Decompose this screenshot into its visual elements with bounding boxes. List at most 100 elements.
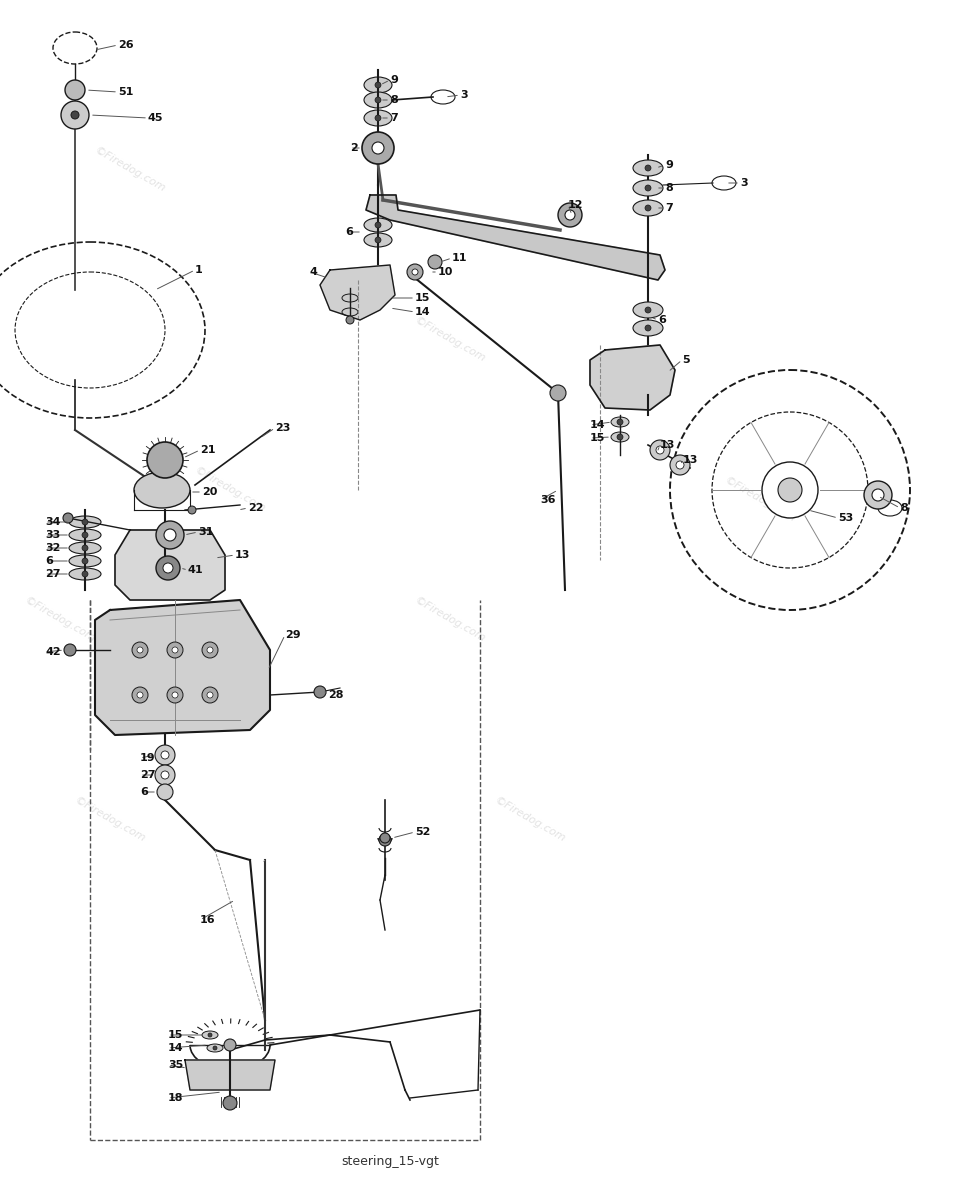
Text: ©Firedog.com: ©Firedog.com [73, 796, 147, 845]
Text: 8: 8 [390, 95, 397, 104]
Ellipse shape [342, 294, 358, 302]
Text: 11: 11 [452, 253, 468, 263]
Circle shape [375, 82, 381, 88]
Text: 34: 34 [45, 517, 60, 527]
Circle shape [157, 784, 173, 800]
Circle shape [156, 556, 180, 580]
Circle shape [155, 745, 175, 766]
Circle shape [645, 205, 651, 211]
Polygon shape [366, 194, 665, 280]
Circle shape [645, 164, 651, 170]
Text: 32: 32 [45, 542, 60, 553]
Circle shape [412, 269, 418, 275]
Circle shape [558, 203, 582, 227]
Ellipse shape [633, 160, 663, 176]
Text: 13: 13 [683, 455, 698, 464]
Text: 1: 1 [195, 265, 203, 275]
Circle shape [155, 766, 175, 785]
Circle shape [137, 692, 143, 698]
Circle shape [163, 563, 173, 572]
Text: 7: 7 [390, 113, 397, 122]
Ellipse shape [207, 1044, 223, 1052]
Circle shape [617, 419, 623, 425]
Circle shape [202, 642, 218, 658]
Circle shape [565, 210, 575, 220]
Ellipse shape [342, 308, 358, 316]
Text: 42: 42 [45, 647, 60, 658]
Text: ©Firedog.com: ©Firedog.com [413, 595, 488, 644]
Text: 27: 27 [140, 770, 156, 780]
Ellipse shape [633, 302, 663, 318]
Ellipse shape [611, 432, 629, 442]
Circle shape [207, 647, 213, 653]
Ellipse shape [202, 1031, 218, 1039]
Text: ©Firedog.com: ©Firedog.com [492, 796, 567, 845]
Ellipse shape [134, 472, 190, 508]
Text: 41: 41 [188, 565, 204, 575]
Text: ©Firedog.com: ©Firedog.com [23, 595, 97, 644]
Text: 14: 14 [415, 307, 431, 317]
Ellipse shape [611, 416, 629, 427]
Circle shape [379, 834, 391, 846]
Ellipse shape [69, 516, 101, 528]
Polygon shape [320, 265, 395, 320]
Circle shape [550, 385, 566, 401]
Circle shape [656, 446, 664, 454]
Ellipse shape [364, 110, 392, 126]
Circle shape [82, 558, 88, 564]
Circle shape [82, 571, 88, 577]
Text: 8: 8 [900, 503, 908, 514]
Circle shape [132, 686, 148, 703]
Polygon shape [185, 1060, 275, 1090]
Text: 15: 15 [590, 433, 606, 443]
Circle shape [872, 490, 884, 502]
Polygon shape [95, 600, 270, 734]
Text: 5: 5 [682, 355, 689, 365]
Circle shape [617, 434, 623, 440]
Circle shape [172, 647, 178, 653]
Text: 10: 10 [438, 266, 453, 277]
Ellipse shape [633, 180, 663, 196]
Circle shape [213, 1046, 217, 1050]
Circle shape [207, 692, 213, 698]
Circle shape [670, 455, 690, 475]
Text: 26: 26 [118, 40, 133, 50]
Ellipse shape [364, 77, 392, 92]
Circle shape [164, 529, 176, 541]
Text: 18: 18 [168, 1093, 183, 1103]
Circle shape [156, 521, 184, 550]
Text: 36: 36 [540, 494, 556, 505]
Circle shape [202, 686, 218, 703]
Text: 9: 9 [390, 74, 397, 85]
Text: 33: 33 [45, 530, 60, 540]
Text: ©Firedog.com: ©Firedog.com [93, 145, 167, 194]
Text: 3: 3 [740, 178, 748, 188]
Text: 4: 4 [310, 266, 318, 277]
Circle shape [645, 325, 651, 331]
Circle shape [375, 97, 381, 103]
Text: 31: 31 [198, 527, 213, 538]
Circle shape [63, 514, 73, 523]
Circle shape [161, 751, 169, 758]
Circle shape [223, 1096, 237, 1110]
Text: 12: 12 [568, 200, 584, 210]
Circle shape [188, 506, 196, 514]
Circle shape [645, 307, 651, 313]
Ellipse shape [364, 218, 392, 232]
Circle shape [137, 647, 143, 653]
Text: 8: 8 [665, 182, 673, 193]
Circle shape [864, 481, 892, 509]
Circle shape [71, 110, 79, 119]
Circle shape [167, 642, 183, 658]
Circle shape [82, 545, 88, 551]
Polygon shape [590, 346, 675, 410]
Circle shape [224, 1039, 236, 1051]
Circle shape [172, 692, 178, 698]
Circle shape [82, 532, 88, 538]
Text: 13: 13 [660, 440, 676, 450]
Circle shape [147, 442, 183, 478]
Circle shape [65, 80, 85, 100]
Circle shape [380, 833, 390, 842]
Circle shape [314, 686, 326, 698]
Ellipse shape [69, 542, 101, 554]
